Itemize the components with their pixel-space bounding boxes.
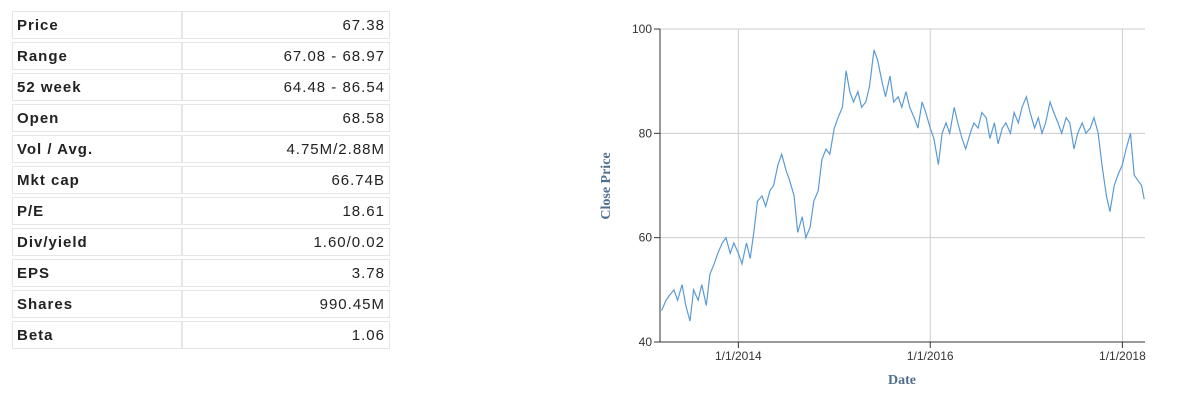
table-row: Div/yield 1.60/0.02 xyxy=(12,228,390,256)
table-row: P/E 18.61 xyxy=(12,197,390,225)
stat-value: 990.45M xyxy=(182,290,390,318)
table-row: Range 67.08 - 68.97 xyxy=(12,42,390,70)
x-tick-label: 1/1/2014 xyxy=(715,349,762,363)
x-tick-label: 1/1/2018 xyxy=(1099,349,1146,363)
table-row: Open 68.58 xyxy=(12,104,390,132)
stat-value: 1.60/0.02 xyxy=(182,228,390,256)
stat-label: Vol / Avg. xyxy=(12,135,182,163)
stat-value: 67.38 xyxy=(182,11,390,39)
table-row: Vol / Avg. 4.75M/2.88M xyxy=(12,135,390,163)
stat-value: 3.78 xyxy=(182,259,390,287)
stat-label: Beta xyxy=(12,321,182,349)
x-axis-label: Date xyxy=(888,373,916,388)
stat-label: Open xyxy=(12,104,182,132)
stat-value: 1.06 xyxy=(182,321,390,349)
stat-label: Shares xyxy=(12,290,182,318)
price-line xyxy=(661,49,1145,322)
table-row: Shares 990.45M xyxy=(12,290,390,318)
stat-value: 66.74B xyxy=(182,166,390,194)
stat-value: 4.75M/2.88M xyxy=(182,135,390,163)
stat-value: 67.08 - 68.97 xyxy=(182,42,390,70)
table-row: Price 67.38 xyxy=(12,11,390,39)
stat-label: P/E xyxy=(12,197,182,225)
stat-label: Mkt cap xyxy=(12,166,182,194)
y-tick-label: 40 xyxy=(639,335,653,349)
stat-value: 68.58 xyxy=(182,104,390,132)
table-row: 52 week 64.48 - 86.54 xyxy=(12,73,390,101)
stat-label: 52 week xyxy=(12,73,182,101)
stat-label: Div/yield xyxy=(12,228,182,256)
table-row: EPS 3.78 xyxy=(12,259,390,287)
stat-label: Range xyxy=(12,42,182,70)
stat-value: 64.48 - 86.54 xyxy=(182,73,390,101)
stat-label: Price xyxy=(12,11,182,39)
y-tick-label: 60 xyxy=(639,231,653,245)
stat-label: EPS xyxy=(12,259,182,287)
table-row: Beta 1.06 xyxy=(12,321,390,349)
x-tick-label: 1/1/2016 xyxy=(907,349,954,363)
table-row: Mkt cap 66.74B xyxy=(12,166,390,194)
stat-value: 18.61 xyxy=(182,197,390,225)
y-tick-label: 100 xyxy=(632,22,652,36)
stats-table: Price 67.38 Range 67.08 - 68.97 52 week 64.48… xyxy=(12,8,390,352)
y-tick-label: 80 xyxy=(639,126,653,140)
y-axis-label: Close Price xyxy=(599,152,614,219)
